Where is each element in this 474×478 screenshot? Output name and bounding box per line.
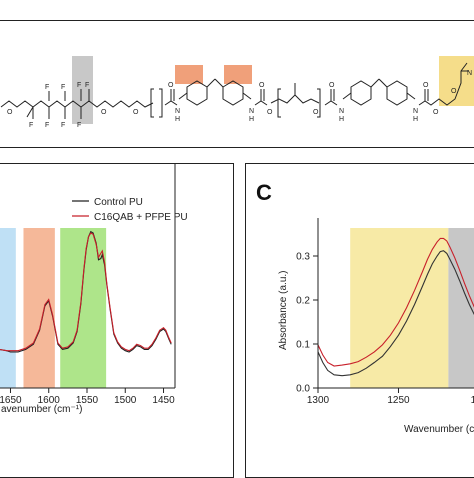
x-tick-label: 1500 [114,395,137,406]
oxygen-label: O [451,88,457,95]
hydrogen-label: H [339,116,344,123]
nitrogen-label: N [339,108,344,115]
shaded-band-1 [448,228,474,388]
x-tick-label: 1250 [387,395,410,406]
aromatic-highlight-right [224,65,252,84]
legend-label-c16qab: C16QAB + PFPE PU [94,212,188,223]
nitrogen-label: N [175,108,180,115]
chemical-structure-diagram: O F F F F F F F F O O O N H N H O O O O … [0,56,474,129]
y-tick-label: 0.3 [296,252,310,263]
oxygen-label: O [423,82,429,89]
y-tick-label: 0.2 [296,296,310,307]
oxygen-label: O [329,82,335,89]
x-tick-label: 1550 [76,395,99,406]
atom-labels: O F F F F F F F F O O O N H N H O O O O … [7,70,472,129]
carbamate-highlight [439,56,474,106]
panel-a-structure: O F F F F F F F F O O O N H N H O O O O … [0,20,474,148]
fluorine-label: F [45,84,49,91]
nitrogen-label: N [413,108,418,115]
fluorine-label: F [77,122,81,129]
chart-b-svg: 1650 1600 1550 1500 1450 Control PU C16QAB +… [0,164,188,415]
chart-c-svg: C 0.0 0.1 0.2 0.3 1300 1250 120 Absorbance (a.… [256,180,474,435]
y-tick-label: 0.0 [296,384,310,395]
legend: Control PU C16QAB + PFPE PU [72,197,188,223]
oxygen-label: O [133,109,139,116]
series-line-0 [317,237,474,367]
fluorine-label: F [61,84,65,91]
oxygen-label: O [101,109,107,116]
oxygen-label: O [433,109,439,116]
shaded-band-1 [23,228,55,388]
oxygen-label: O [313,109,319,116]
fluorine-label: F [29,122,33,129]
cf-group-highlight [72,56,93,124]
hydrogen-label: H [175,116,180,123]
structure-bonds [0,62,469,119]
oxygen-label: O [259,82,265,89]
y-tick-label: 0.1 [296,340,310,351]
x-tick-label: 120 [471,395,474,406]
nitrogen-label: N [249,108,254,115]
panel-c-absorbance-chart: C 0.0 0.1 0.2 0.3 1300 1250 120 Absorbance (a.… [245,163,474,478]
aromatic-highlight-left [175,65,203,84]
fluorine-label: F [85,82,89,89]
oxygen-label: O [168,82,174,89]
fluorine-label: F [77,82,81,89]
shaded-band-2 [60,228,107,388]
series-line-1 [317,250,474,377]
shaded-band-0 [350,228,449,388]
x-tick-label: 1600 [38,395,61,406]
x-tick-label: 1650 [0,395,22,406]
oxygen-label: O [7,109,13,116]
fluorine-label: F [61,122,65,129]
hydrogen-label: H [249,116,254,123]
oxygen-label: O [267,109,273,116]
x-axis-label: avenumber (cm⁻¹) [1,404,82,415]
panel-letter: C [256,180,272,205]
panel-b-ftir-chart: 1650 1600 1550 1500 1450 Control PU C16QAB +… [0,163,234,478]
fluorine-label: F [45,122,49,129]
series-line-1 [0,232,172,352]
x-axis-label: Wavenumber (cm [404,424,474,435]
x-tick-label: 1450 [152,395,175,406]
x-tick-label: 1300 [307,395,330,406]
hydrogen-label: H [413,116,418,123]
series-line-0 [0,230,172,353]
carbamate-nitrogen-label: N [467,70,472,77]
shaded-band-0 [0,228,16,388]
legend-label-control: Control PU [94,197,143,208]
y-axis-label: Absorbance (a.u.) [278,271,289,351]
